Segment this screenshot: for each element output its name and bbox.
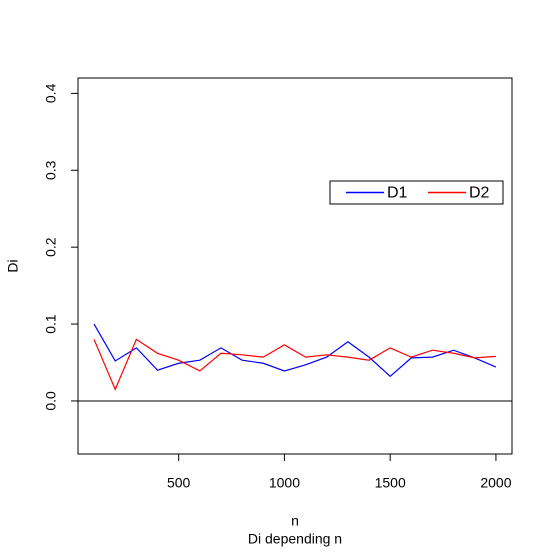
- y-tick-label: 0.0: [43, 391, 59, 411]
- y-tick-label: 0.2: [43, 237, 59, 257]
- legend-box: [329, 180, 504, 205]
- y-tick-label: 0.1: [43, 314, 59, 334]
- x-tick-label: 1000: [269, 475, 300, 491]
- x-axis-label: n: [291, 513, 299, 529]
- x-tick-label: 2000: [480, 475, 511, 491]
- legend-label: D2: [469, 185, 490, 202]
- data-line: [93, 338, 496, 391]
- y-tick-label: 0.4: [43, 83, 59, 103]
- legend-label: D1: [387, 185, 408, 202]
- subtitle: Di depending n: [248, 531, 342, 547]
- plot-frame: [77, 77, 513, 455]
- y-axis-label: Di: [5, 259, 21, 272]
- y-tick-label: 0.3: [43, 160, 59, 180]
- x-tick-label: 1500: [375, 475, 406, 491]
- data-line: [93, 323, 497, 378]
- x-tick-label: 500: [167, 475, 191, 491]
